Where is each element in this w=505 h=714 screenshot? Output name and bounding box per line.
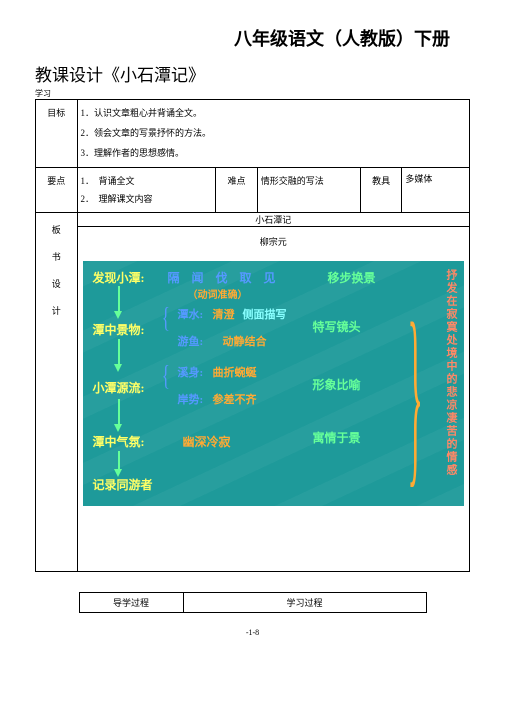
page-number: -1-8 (35, 628, 470, 637)
board-label-char: 设 (39, 271, 74, 298)
objectives-label: 目标 (36, 100, 78, 168)
diagram-sub: 侧面描写 (243, 306, 287, 322)
diagram-sub: 岸势: (178, 391, 204, 407)
diagram-node: 隔 闻 伐 取 见 (168, 269, 276, 286)
objective-item: 2．领会文章的写景抒怀的方法。 (81, 124, 467, 144)
diagram-node: 潭中景物: (93, 321, 145, 338)
diagram-node: 寓情于景 (313, 429, 361, 446)
difficulty-content: 情形交融的写法 (257, 168, 360, 213)
diagram-node: 幽深冷寂 (183, 433, 231, 450)
diagram-sub: 游鱼: (178, 333, 204, 349)
diagram-sub: 动静结合 (223, 333, 267, 349)
diagram-node: 小潭源流: (93, 379, 145, 396)
difficulty-label: 难点 (216, 168, 258, 213)
board-diagram: 发现小潭: 隔 闻 伐 取 见 移步换景 （动词准确） { 潭中景物: 潭水: … (83, 261, 465, 506)
board-label-char: 计 (39, 298, 74, 325)
keypoints-label: 要点 (36, 168, 78, 213)
diagram-sub: 曲折蜿蜒 (213, 364, 257, 380)
diagram-node: 特写镜头 (313, 318, 361, 335)
diagram-node: 潭中气氛: (93, 433, 145, 450)
diagram-node: 发现小潭: (93, 269, 145, 286)
objective-item: 1．认识文章粗心并背诵全文。 (81, 104, 467, 124)
diagram-side-text: 抒发在寂寞处境中的悲凉凄苦的情感 (443, 269, 459, 489)
board-label-char: 板 (39, 217, 74, 244)
diagram-node: 记录同游者 (93, 476, 153, 493)
tools-label: 教具 (360, 168, 402, 213)
footer-left: 导学过程 (79, 593, 183, 613)
doc-title: 教课设计《小石潭记》 (35, 61, 470, 86)
lesson-plan-table: 目标 1．认识文章粗心并背诵全文。 2．领会文章的写景抒怀的方法。 3．理解作者… (35, 99, 470, 572)
footer-right: 学习过程 (183, 593, 426, 613)
diagram-sub: （动词准确） (188, 286, 248, 301)
keypoint-item: 2． 理解课文内容 (81, 190, 213, 208)
board-title: 小石潭记 (78, 213, 470, 226)
tools-content: 多媒体 (402, 168, 470, 213)
objective-item: 3．理解作者的思想感情。 (81, 144, 467, 164)
footer-table: 导学过程 学习过程 (79, 592, 427, 613)
header-subject: 八年级语文（人教版）下册 (35, 25, 470, 51)
diagram-sub: 参差不齐 (213, 391, 257, 407)
diagram-sub: 清澄 (213, 306, 235, 322)
diagram-sub: 潭水: (178, 306, 204, 322)
small-label: 学习 (35, 88, 470, 99)
keypoint-item: 1． 背诵全文 (81, 172, 213, 190)
diagram-sub: 溪身: (178, 364, 204, 380)
diagram-node: 形象比喻 (313, 376, 361, 393)
board-label-char: 书 (39, 244, 74, 271)
board-author: 柳宗元 (78, 227, 470, 256)
diagram-node: 移步换景 (328, 269, 376, 286)
